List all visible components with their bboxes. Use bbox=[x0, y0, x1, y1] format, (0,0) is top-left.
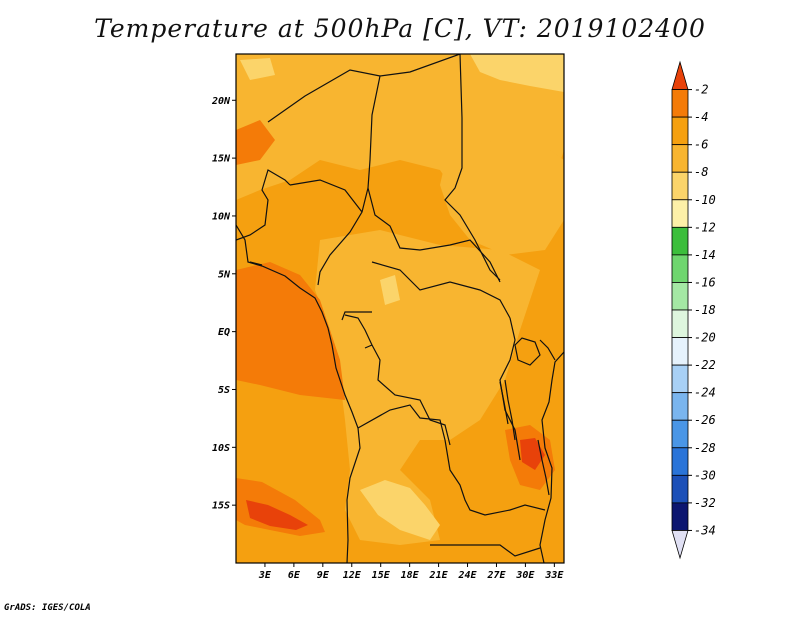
colorbar-label: -10 bbox=[694, 193, 716, 207]
border-east bbox=[499, 317, 556, 461]
colorbar-swatch bbox=[671, 171, 689, 201]
lon-tick-label: 21E bbox=[429, 570, 449, 581]
colorbar-swatch bbox=[671, 502, 689, 531]
colorbar-label: -34 bbox=[694, 523, 716, 537]
boundaries bbox=[236, 54, 564, 563]
colorbar-swatch bbox=[671, 447, 689, 476]
border-westafrica bbox=[236, 169, 291, 266]
longitude-axis: 3E 6E 9E 12E 15E 18E 21E 24E 27E 30E 33E bbox=[258, 563, 564, 581]
colorbar-swatch bbox=[671, 144, 689, 173]
lat-tick-label: EQ bbox=[218, 327, 230, 338]
colorbar-label: -14 bbox=[694, 248, 716, 262]
border-south bbox=[357, 404, 546, 557]
border-central bbox=[289, 179, 501, 286]
colorbar-swatch bbox=[671, 116, 689, 146]
lake-victoria bbox=[514, 337, 541, 366]
temperature-field bbox=[236, 54, 564, 563]
lake-malawi bbox=[537, 439, 550, 496]
lon-tick-label: 24E bbox=[457, 570, 477, 581]
temp-band-10-to-8-patch-d bbox=[240, 58, 275, 80]
colorbar-swatch bbox=[671, 199, 689, 228]
colorbar-swatch bbox=[671, 392, 689, 421]
lat-tick-label: 10S bbox=[212, 443, 230, 454]
colorbar-label: -16 bbox=[694, 275, 716, 289]
colorbar-swatch bbox=[671, 474, 689, 504]
border-car-south bbox=[371, 261, 511, 319]
colorbar-label: -12 bbox=[694, 220, 716, 234]
map-title: Temperature at 500hPa [C], VT: 201910240… bbox=[94, 14, 706, 43]
lat-tick-label: 15N bbox=[212, 154, 231, 165]
temp-band-10-to-8-patch-a bbox=[470, 54, 564, 92]
border-congo bbox=[341, 311, 451, 446]
lon-tick-label: 9E bbox=[317, 570, 330, 581]
temp-band-4-to-2-ocean-north bbox=[236, 262, 345, 400]
colorbar-swatch bbox=[671, 282, 689, 311]
coastline-east bbox=[539, 351, 564, 563]
colorbar-swatch bbox=[671, 337, 689, 366]
temp-band-10-to-8-patch-b bbox=[360, 480, 440, 540]
latitude-axis: 20N 15N 10N 5N EQ 5S 10S 15S bbox=[211, 96, 236, 512]
colorbar-label: -26 bbox=[694, 413, 716, 427]
lon-tick-label: 18E bbox=[401, 570, 420, 581]
lat-tick-label: 15S bbox=[212, 501, 230, 512]
temp-band-4-to-2-north-strip bbox=[236, 120, 275, 165]
grads-credit: GrADS: IGES/COLA bbox=[4, 603, 91, 613]
lat-tick-label: 5S bbox=[218, 385, 230, 396]
colorbar-swatch bbox=[671, 226, 689, 256]
colorbar-label: -24 bbox=[694, 386, 716, 400]
lake-tanganyika bbox=[499, 379, 516, 441]
temp-band-above-2-southwest bbox=[246, 500, 308, 530]
colorbar-swatch bbox=[671, 254, 689, 283]
temp-band-8-to-6-central bbox=[315, 230, 540, 545]
colorbar-label: -8 bbox=[694, 165, 708, 179]
colorbar-label: -30 bbox=[694, 468, 716, 482]
map-frame bbox=[235, 53, 565, 564]
coastline-west bbox=[236, 224, 361, 563]
lat-tick-label: 20N bbox=[211, 96, 231, 107]
colorbar-label: -4 bbox=[694, 110, 708, 124]
colorbar-swatch bbox=[671, 364, 689, 394]
colorbar-label: -28 bbox=[694, 441, 716, 455]
lon-tick-label: 30E bbox=[515, 570, 535, 581]
lon-tick-label: 12E bbox=[343, 570, 362, 581]
colorbar-label: -6 bbox=[694, 138, 708, 152]
lon-tick-label: 3E bbox=[258, 570, 272, 581]
temp-band-8-to-6-northeast bbox=[440, 140, 564, 255]
colorbar-label: -22 bbox=[694, 358, 716, 372]
border-north bbox=[267, 54, 501, 281]
colorbar-label: -18 bbox=[694, 303, 716, 317]
colorbar-top-triangle bbox=[671, 60, 689, 90]
lon-tick-label: 15E bbox=[372, 570, 391, 581]
colorbar-swatch bbox=[671, 419, 689, 449]
colorbar-label: -20 bbox=[694, 331, 716, 345]
colorbar-label: -2 bbox=[694, 83, 708, 97]
colorbar-label: -32 bbox=[694, 496, 716, 510]
lon-tick-label: 6E bbox=[288, 570, 301, 581]
lat-tick-label: 10N bbox=[212, 211, 231, 222]
lon-tick-label: 27E bbox=[486, 570, 506, 581]
colorbar-swatch bbox=[671, 89, 689, 118]
temp-band-10-to-8-patch-c bbox=[380, 275, 400, 305]
colorbar-swatch bbox=[671, 309, 689, 338]
colorbar: -2 -4 -6 -8 -10 -12 -14 -16 -18 -20 -22 -24 -26 -28 -3… bbox=[671, 60, 716, 560]
temp-band-4-to-2-southwest bbox=[236, 478, 325, 536]
lon-tick-label: 33E bbox=[544, 570, 564, 581]
colorbar-bottom-triangle bbox=[671, 530, 689, 560]
lat-tick-label: 5N bbox=[218, 269, 231, 280]
